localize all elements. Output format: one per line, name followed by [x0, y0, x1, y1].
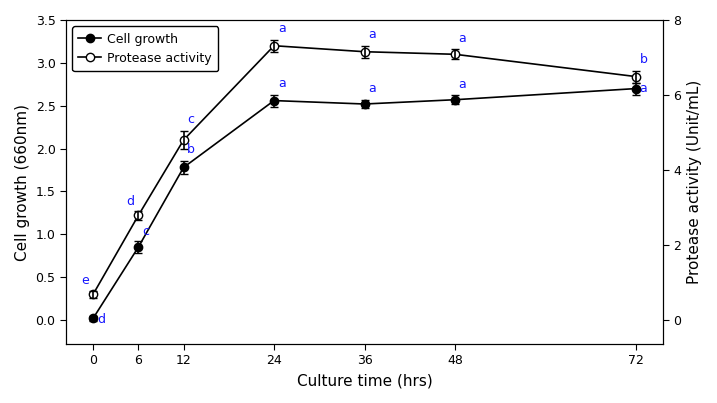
Cell growth: [270, 98, 278, 103]
Cell growth: [134, 245, 143, 249]
Text: a: a: [277, 77, 285, 90]
Text: a: a: [459, 78, 467, 91]
Text: d: d: [127, 195, 135, 208]
Text: a: a: [459, 32, 467, 45]
Cell growth: [451, 97, 460, 102]
Text: a: a: [640, 81, 647, 95]
Protease activity: [89, 292, 98, 297]
X-axis label: Culture time (hrs): Culture time (hrs): [297, 373, 432, 388]
Text: a: a: [277, 23, 285, 35]
Y-axis label: Protease activity (Unit/mL): Protease activity (Unit/mL): [687, 80, 702, 284]
Cell growth: [360, 102, 369, 106]
Line: Protease activity: Protease activity: [89, 42, 640, 299]
Cell growth: [632, 86, 640, 91]
Protease activity: [360, 49, 369, 54]
Text: c: c: [142, 225, 149, 238]
Text: e: e: [82, 274, 90, 287]
Text: b: b: [187, 143, 195, 156]
Text: b: b: [640, 53, 647, 66]
Text: d: d: [97, 313, 105, 326]
Protease activity: [179, 137, 188, 142]
Cell growth: [89, 316, 98, 321]
Text: a: a: [369, 29, 376, 42]
Protease activity: [134, 213, 143, 218]
Text: c: c: [187, 113, 194, 126]
Protease activity: [451, 52, 460, 57]
Y-axis label: Cell growth (660nm): Cell growth (660nm): [15, 104, 30, 260]
Protease activity: [270, 43, 278, 48]
Text: a: a: [369, 83, 376, 96]
Protease activity: [632, 74, 640, 79]
Legend: Cell growth, Protease activity: Cell growth, Protease activity: [72, 26, 218, 71]
Cell growth: [179, 165, 188, 170]
Line: Cell growth: Cell growth: [89, 84, 640, 322]
